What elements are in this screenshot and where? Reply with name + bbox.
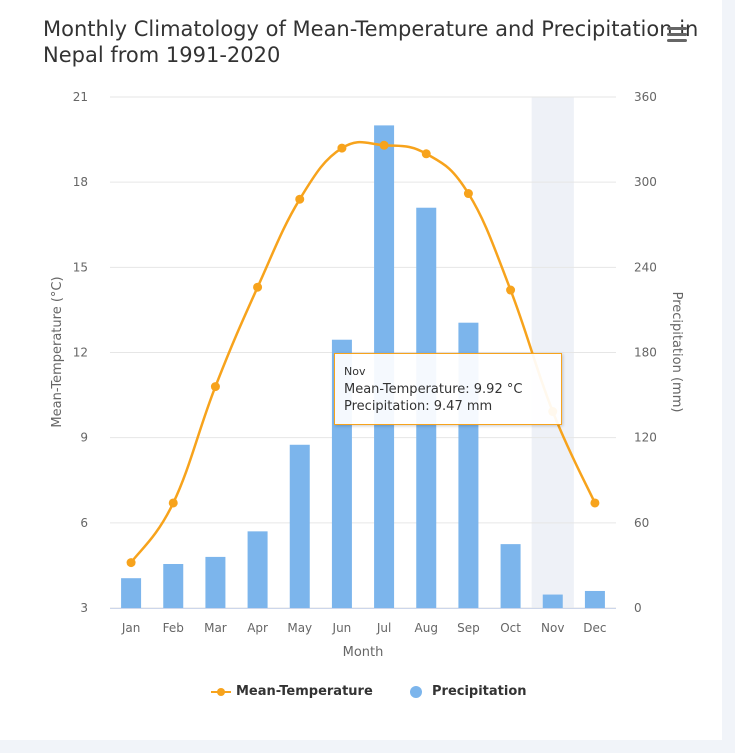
x-tick-label: May	[287, 621, 312, 635]
temperature-point	[379, 140, 389, 150]
y-left-tick-label: 3	[80, 601, 88, 615]
x-tick-label: Aug	[415, 621, 438, 635]
precipitation-bar	[247, 531, 268, 608]
y-right-tick-label: 60	[634, 516, 649, 530]
y-right-tick-label: 360	[634, 90, 657, 104]
temperature-point	[590, 498, 600, 508]
y-left-tick-label: 9	[80, 431, 88, 445]
x-tick-label: Oct	[500, 621, 521, 635]
x-axis-title: Month	[343, 645, 384, 660]
legend-item-temperature[interactable]: Mean-Temperature	[209, 680, 385, 704]
temperature-point	[126, 558, 136, 568]
temperature-point	[168, 498, 178, 508]
x-tick-label: Jun	[332, 621, 352, 635]
hamburger-menu-icon[interactable]	[665, 24, 689, 46]
temperature-point	[253, 282, 263, 292]
temperature-point	[210, 382, 220, 392]
y-right-tick-label: 300	[634, 175, 657, 189]
x-tick-label: Jan	[121, 621, 141, 635]
y-left-tick-label: 21	[73, 90, 88, 104]
legend-item-precipitation[interactable]: Precipitation	[407, 680, 537, 704]
precipitation-bar	[500, 544, 521, 608]
precipitation-bar	[542, 594, 563, 608]
legend-label-precipitation: Precipitation	[432, 684, 527, 699]
x-tick-label: Feb	[163, 621, 184, 635]
temperature-point	[506, 285, 516, 295]
precipitation-bar	[289, 444, 310, 608]
legend-label-temperature: Mean-Temperature	[236, 684, 373, 699]
chart-legend: Mean-Temperature Precipitation	[0, 680, 722, 704]
tooltip-temperature: Mean-Temperature: 9.92 °C	[344, 382, 523, 397]
precipitation-bar	[205, 556, 226, 608]
precipitation-bar	[584, 590, 605, 608]
precipitation-bar	[121, 578, 142, 608]
chart-tooltip: Nov Mean-Temperature: 9.92 °C Precipitat…	[334, 353, 562, 425]
y-left-tick-label: 18	[73, 175, 88, 189]
y-right-axis-title: Precipitation (mm)	[669, 292, 684, 413]
x-tick-label: Apr	[247, 621, 268, 635]
temperature-point	[295, 194, 305, 204]
y-left-tick-label: 6	[80, 516, 88, 530]
tooltip-precipitation: Precipitation: 9.47 mm	[344, 399, 493, 414]
y-right-tick-label: 180	[634, 346, 657, 360]
x-tick-label: Jul	[376, 621, 391, 635]
precipitation-bar	[163, 563, 184, 608]
tooltip-header: Nov	[344, 365, 366, 378]
temperature-point	[421, 149, 431, 159]
x-tick-label: Dec	[583, 621, 606, 635]
x-tick-label: Sep	[457, 621, 480, 635]
chart-title: Monthly Climatology of Mean-Temperature …	[43, 16, 722, 68]
y-right-tick-label: 240	[634, 260, 657, 274]
temperature-point	[337, 143, 347, 153]
temperature-line	[130, 140, 597, 564]
chart-title-text: Monthly Climatology of Mean-Temperature …	[43, 17, 699, 67]
y-right-tick-label: 0	[634, 601, 642, 615]
y-left-tick-label: 12	[73, 346, 88, 360]
legend-line-marker-icon	[211, 688, 231, 696]
legend-dot-marker-icon	[410, 686, 422, 698]
x-tick-label: Mar	[204, 621, 227, 635]
y-left-axis-title: Mean-Temperature (°C)	[50, 276, 65, 427]
y-right-tick-label: 120	[634, 431, 657, 445]
y-left-tick-label: 15	[73, 260, 88, 274]
temperature-point	[463, 189, 473, 199]
x-tick-label: Nov	[541, 621, 564, 635]
